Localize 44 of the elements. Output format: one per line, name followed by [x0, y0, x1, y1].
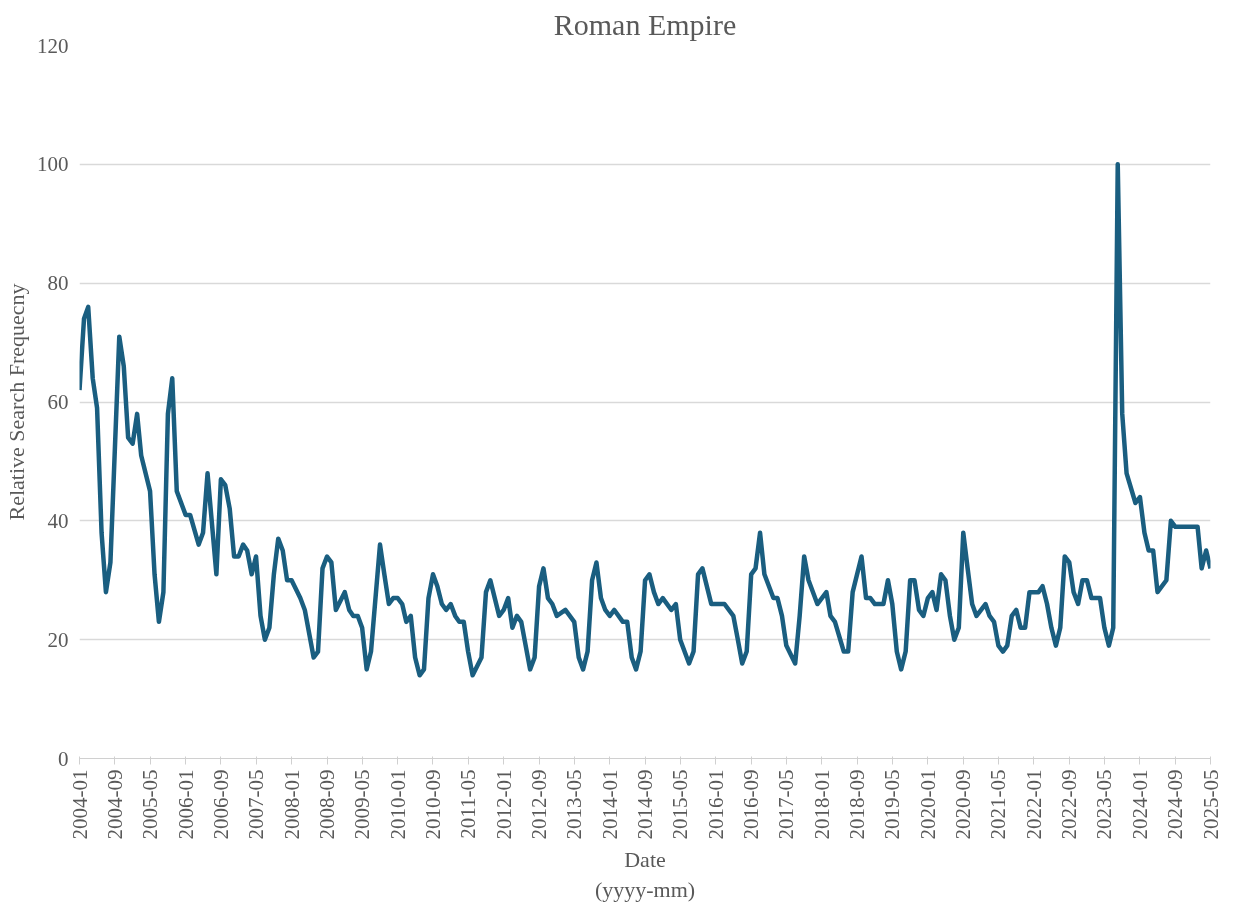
x-tick-label: 2011-05	[456, 769, 481, 839]
x-tick-label: 2008-09	[315, 769, 340, 840]
x-tick-label: 2010-09	[420, 769, 445, 840]
x-tick-label: 2012-09	[527, 769, 552, 840]
x-tick-label: 2018-01	[809, 769, 834, 840]
x-tick-label: 2014-01	[597, 769, 622, 840]
x-tick-label: 2013-05	[562, 769, 587, 840]
x-tick-label: 2022-01	[1021, 769, 1046, 840]
x-tick-label: 2024-09	[1163, 769, 1188, 840]
x-tick-label: 2010-01	[385, 769, 410, 840]
x-tick-label: 2025-05	[1198, 769, 1223, 840]
x-tick-label: 2014-09	[633, 769, 658, 840]
x-tick-label: 2012-01	[491, 769, 516, 840]
y-tick-label: 100	[37, 152, 69, 177]
x-tick-label: 2004-01	[67, 769, 92, 840]
x-tick-label: 2016-09	[739, 769, 764, 840]
x-tick-label: 2020-09	[951, 769, 976, 840]
y-tick-label: 80	[47, 271, 69, 296]
y-tick-label: 0	[58, 746, 69, 771]
x-tick-label: 2004-09	[102, 769, 127, 840]
x-tick-label: 2015-05	[668, 769, 693, 840]
y-tick-label: 20	[47, 627, 69, 652]
x-tick-label: 2022-09	[1057, 769, 1082, 840]
y-tick-label: 40	[47, 508, 69, 533]
x-tick-label: 2019-05	[880, 769, 905, 840]
line-series	[79, 162, 1211, 678]
x-tick-label: 2021-05	[986, 769, 1011, 840]
x-tick-label: 2005-05	[138, 769, 163, 840]
x-axis-title: Date (yyyy-mm)	[594, 847, 696, 903]
x-tick-label: 2006-01	[173, 769, 198, 840]
x-tick-label: 2020-01	[915, 769, 940, 840]
y-tick-label: 120	[37, 33, 69, 58]
x-tick-label: 2006-09	[208, 769, 233, 840]
x-tick-label: 2024-01	[1127, 769, 1152, 840]
x-tick-label: 2009-05	[350, 769, 375, 840]
x-tick-label: 2017-05	[774, 769, 799, 840]
chart-title: Roman Empire	[553, 7, 737, 41]
x-tick-label: 2007-05	[244, 769, 269, 840]
y-tick-label: 60	[47, 390, 69, 414]
x-tick-label: 2008-01	[279, 769, 304, 840]
y-axis-title: Relative Search Frequecny	[4, 283, 29, 521]
x-tick-label: 2023-05	[1092, 769, 1117, 840]
x-tick-label: 2016-01	[703, 769, 728, 840]
x-tick-label: 2018-09	[845, 769, 870, 840]
